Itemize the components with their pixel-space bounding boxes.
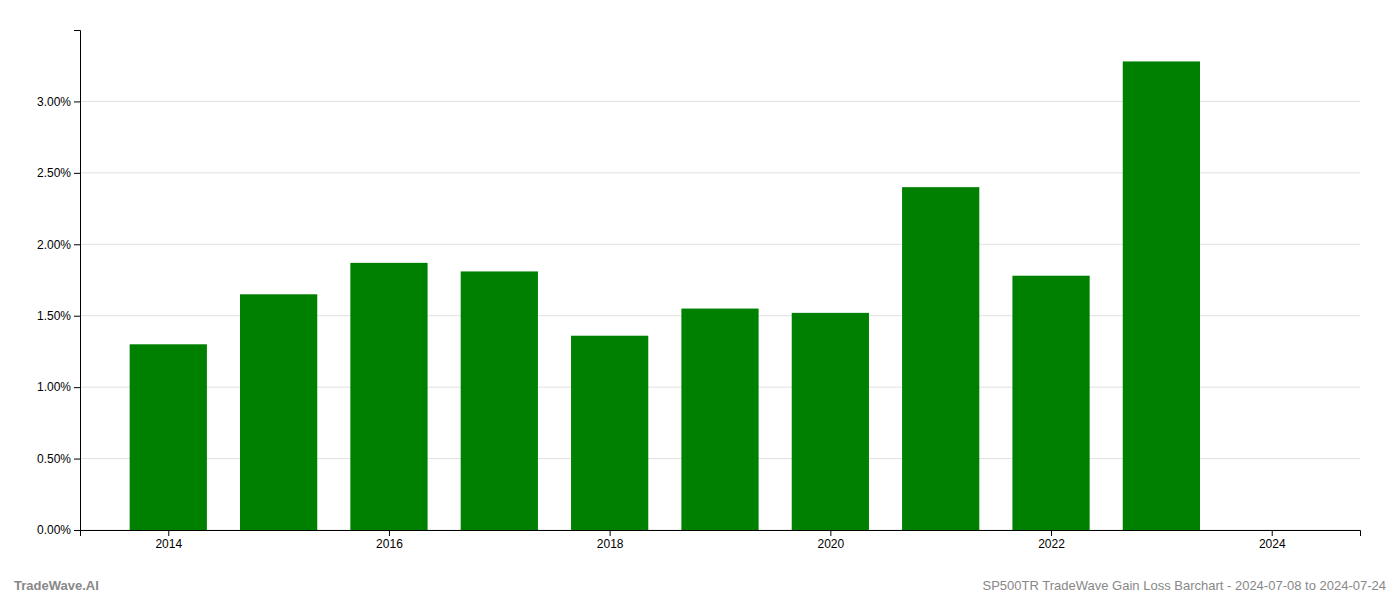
y-tick-mark	[74, 387, 80, 388]
x-tick-mark	[1272, 530, 1273, 536]
x-tick-label: 2022	[1038, 537, 1065, 551]
y-tick-mark	[74, 244, 80, 245]
bar	[461, 271, 538, 530]
y-tick: 0.50%	[37, 452, 80, 466]
y-tick-label: 2.50%	[37, 166, 71, 180]
x-tick-label: 2018	[597, 537, 624, 551]
bar	[571, 336, 648, 530]
x-tick-mark	[389, 530, 390, 536]
bar	[902, 187, 979, 530]
y-axis-line	[74, 31, 81, 531]
x-tick: 2024	[1259, 530, 1286, 551]
bar	[350, 263, 427, 530]
annotations: TradeWave.AI SP500TR TradeWave Gain Loss …	[14, 578, 1386, 593]
bar	[792, 313, 869, 530]
x-tick-label: 2024	[1259, 537, 1286, 551]
y-tick-mark	[74, 530, 80, 531]
x-tick: 2018	[597, 530, 624, 551]
x-axis: 2014 2016 2018 2020 2022 2024	[81, 530, 1361, 551]
y-tick-label: 0.00%	[37, 523, 71, 537]
y-tick-mark	[74, 459, 80, 460]
x-tick-mark	[168, 530, 169, 536]
y-tick: 3.00%	[37, 95, 80, 109]
y-tick: 2.50%	[37, 166, 80, 180]
x-tick-mark	[610, 530, 611, 536]
y-tick-label: 1.00%	[37, 380, 71, 394]
y-tick: 1.00%	[37, 380, 80, 394]
x-tick-label: 2014	[155, 537, 182, 551]
bar	[1012, 276, 1089, 530]
bars	[130, 61, 1200, 530]
bar	[1123, 61, 1200, 530]
x-tick: 2020	[817, 530, 844, 551]
y-tick-mark	[74, 316, 80, 317]
y-tick-label: 2.00%	[37, 238, 71, 252]
x-tick-label: 2016	[376, 537, 403, 551]
y-tick: 1.50%	[37, 309, 80, 323]
x-tick-mark	[830, 530, 831, 536]
y-axis: 0.00% 0.50% 1.00% 1.50% 2.00% 2.50% 3.00%	[37, 31, 81, 538]
y-tick-label: 1.50%	[37, 309, 71, 323]
chart: 2014 2016 2018 2020 2022 2024 0.00% 0.50% 1.00% 1…	[0, 0, 1400, 600]
y-tick: 0.00%	[37, 523, 80, 537]
y-tick-mark	[74, 173, 80, 174]
x-tick-mark	[1051, 530, 1052, 536]
x-tick: 2016	[376, 530, 403, 551]
annotation: SP500TR TradeWave Gain Loss Barchart - 2…	[983, 578, 1386, 593]
annotation: TradeWave.AI	[14, 578, 99, 593]
y-tick-label: 0.50%	[37, 452, 71, 466]
y-tick-label: 3.00%	[37, 95, 71, 109]
x-tick: 2022	[1038, 530, 1065, 551]
y-tick-mark	[74, 101, 80, 102]
bar	[240, 294, 317, 530]
bar	[681, 309, 758, 530]
y-tick: 2.00%	[37, 238, 80, 252]
bar	[130, 344, 207, 530]
x-tick: 2014	[155, 530, 182, 551]
x-tick-label: 2020	[817, 537, 844, 551]
x-axis-line	[81, 531, 1361, 537]
chart-container: 2014 2016 2018 2020 2022 2024 0.00% 0.50% 1.00% 1…	[0, 0, 1400, 600]
